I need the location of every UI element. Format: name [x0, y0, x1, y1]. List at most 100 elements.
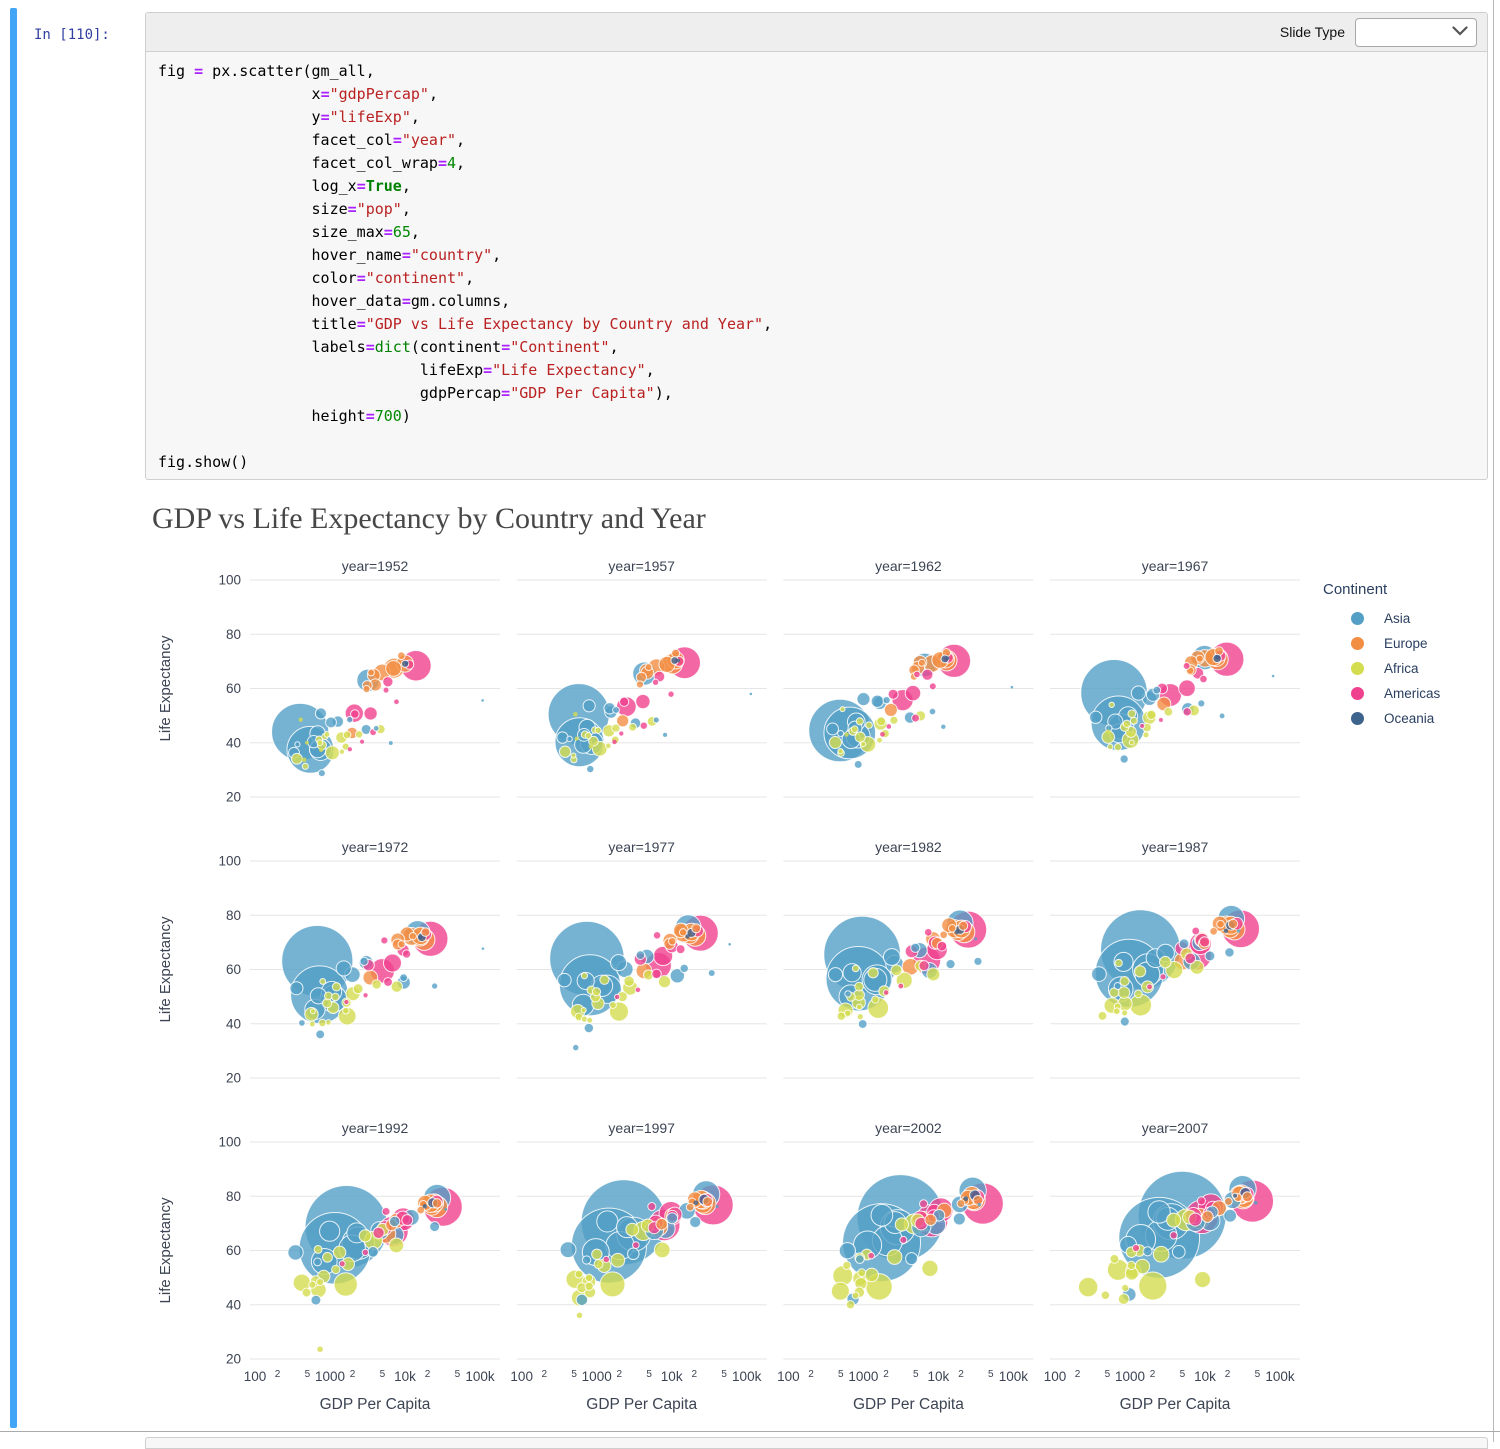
bubble-kenya[interactable] — [599, 974, 610, 985]
bubble-venezuela[interactable] — [1198, 936, 1211, 948]
bubble-kuwait[interactable] — [728, 942, 731, 946]
bubble-cuba[interactable] — [380, 936, 389, 945]
bubble-niger[interactable] — [308, 1280, 317, 1289]
bubble-ghana[interactable] — [1119, 976, 1130, 987]
bubble-ghana[interactable] — [591, 987, 602, 997]
bubble-congo-dem-rep-[interactable] — [588, 735, 599, 747]
bubble-kenya[interactable] — [1133, 965, 1147, 978]
bubble-saudi-arabia[interactable] — [387, 740, 394, 746]
bubble-new-zealand[interactable] — [418, 935, 423, 940]
bubble-morocco[interactable] — [890, 964, 903, 977]
bubble-afghanistan[interactable] — [310, 1294, 322, 1306]
bubble-rwanda[interactable] — [1121, 1283, 1130, 1293]
bubble-mozambique[interactable] — [318, 1018, 327, 1028]
bubble-mali[interactable] — [301, 757, 307, 763]
bubble-iraq[interactable] — [652, 716, 660, 724]
bubble-portugal[interactable] — [667, 937, 677, 946]
bubble-greece[interactable] — [917, 658, 926, 667]
bubble-cuba[interactable] — [652, 931, 662, 940]
bubble-malaysia[interactable] — [666, 1212, 679, 1225]
bubble-myanmar[interactable] — [289, 981, 304, 996]
bubble-peru[interactable] — [911, 713, 920, 723]
bubble-algeria[interactable] — [354, 730, 364, 739]
bubble-iran[interactable] — [669, 968, 686, 984]
bubble-peru[interactable] — [918, 960, 930, 972]
bubble-morocco[interactable] — [894, 1217, 909, 1232]
bubble-afghanistan[interactable] — [857, 1019, 868, 1029]
bubble-venezuela[interactable] — [401, 1214, 414, 1227]
bubble-myanmar[interactable] — [557, 972, 572, 988]
bubble-zimbabwe[interactable] — [851, 964, 860, 973]
bubble-peru[interactable] — [1188, 1212, 1203, 1227]
bubble-niger[interactable] — [325, 1019, 332, 1026]
bubble-mozambique[interactable] — [1097, 1011, 1108, 1021]
bubble-south-africa[interactable] — [657, 975, 672, 989]
bubble-netherlands[interactable] — [431, 1198, 443, 1209]
bubble-saudi-arabia[interactable] — [1223, 1208, 1238, 1223]
bubble-south-korea[interactable] — [870, 694, 885, 708]
bubble-turkey[interactable] — [883, 702, 898, 717]
bubble-nigeria[interactable] — [1138, 1271, 1168, 1301]
bubble-kuwait[interactable] — [444, 1207, 448, 1211]
bubble-ghana[interactable] — [322, 1251, 333, 1263]
bubble-mali[interactable] — [857, 1268, 867, 1278]
bubble-morocco[interactable] — [352, 983, 364, 995]
bubble-rwanda[interactable] — [316, 1345, 324, 1354]
bubble-colombia[interactable] — [619, 696, 630, 707]
bubble-afghanistan[interactable] — [315, 1029, 326, 1040]
bubble-mozambique[interactable] — [836, 1011, 846, 1021]
bubble-afghanistan[interactable] — [1119, 1016, 1130, 1027]
bubble-mali[interactable] — [316, 1277, 325, 1286]
code-editor[interactable]: fig = px.scatter(gm_all, x="gdpPercap", … — [146, 52, 1487, 474]
bubble-rwanda[interactable] — [851, 1291, 860, 1300]
bubble-portugal[interactable] — [1209, 926, 1218, 936]
bubble-saudi-arabia[interactable] — [940, 723, 947, 730]
bubble-haiti[interactable] — [602, 1255, 610, 1264]
bubble-kenya[interactable] — [331, 982, 342, 992]
bubble-rwanda[interactable] — [309, 1008, 316, 1015]
bubble-bolivia[interactable] — [361, 1248, 370, 1257]
bubble-congo-dem-rep-[interactable] — [1077, 1276, 1099, 1298]
bubble-cuba[interactable] — [381, 1206, 391, 1216]
bubble-cambodia[interactable] — [572, 1043, 580, 1052]
bubble-bolivia[interactable] — [886, 724, 892, 729]
bubble-argentina[interactable] — [921, 668, 934, 681]
bubble-south-africa[interactable] — [653, 1241, 671, 1259]
bubble-romania[interactable] — [1201, 1210, 1214, 1223]
bubble-kuwait[interactable] — [481, 947, 485, 950]
bubble-mali[interactable] — [844, 1009, 852, 1017]
bubble-zimbabwe[interactable] — [573, 711, 578, 717]
bubble-morocco[interactable] — [611, 723, 621, 733]
bubble-saudi-arabia[interactable] — [973, 956, 983, 966]
bubble-new-zealand[interactable] — [1215, 655, 1220, 660]
bubble-cuba[interactable] — [1196, 1196, 1206, 1206]
bubble-zimbabwe[interactable] — [845, 1300, 856, 1310]
bubble-saudi-arabia[interactable] — [952, 1212, 966, 1226]
bubble-france[interactable] — [385, 660, 402, 677]
bubble-south-africa[interactable] — [388, 1237, 405, 1254]
bubble-bolivia[interactable] — [1159, 973, 1167, 981]
bubble-malaysia[interactable] — [388, 1215, 401, 1228]
slide-type-select[interactable] — [1355, 17, 1477, 47]
bubble-afghanistan[interactable] — [583, 1022, 595, 1034]
bubble-afghanistan[interactable] — [853, 760, 863, 769]
bubble-cuba[interactable] — [651, 678, 660, 686]
bubble-niger[interactable] — [856, 1013, 864, 1021]
bubble-netherlands[interactable] — [702, 1196, 714, 1208]
bubble-algeria[interactable] — [889, 715, 899, 725]
bubble-venezuela[interactable] — [1199, 674, 1208, 684]
bubble-mexico[interactable] — [1178, 679, 1196, 698]
bubble-cuba[interactable] — [1182, 662, 1191, 670]
bubble-haiti[interactable] — [343, 998, 350, 1006]
bubble-netherlands[interactable] — [397, 651, 406, 661]
bubble-rwanda[interactable] — [855, 1003, 863, 1011]
bubble-cambodia[interactable] — [298, 1019, 306, 1027]
bubble-south-africa[interactable] — [390, 980, 403, 993]
bubble-new-zealand[interactable] — [954, 929, 960, 935]
bubble-bolivia[interactable] — [634, 986, 642, 994]
bubble-rwanda[interactable] — [305, 740, 309, 745]
bubble-nigeria[interactable] — [599, 1271, 626, 1298]
bubble-vietnam[interactable] — [1147, 1200, 1171, 1224]
bubble-vietnam[interactable] — [1107, 713, 1124, 730]
bubble-mali[interactable] — [1126, 1260, 1137, 1271]
